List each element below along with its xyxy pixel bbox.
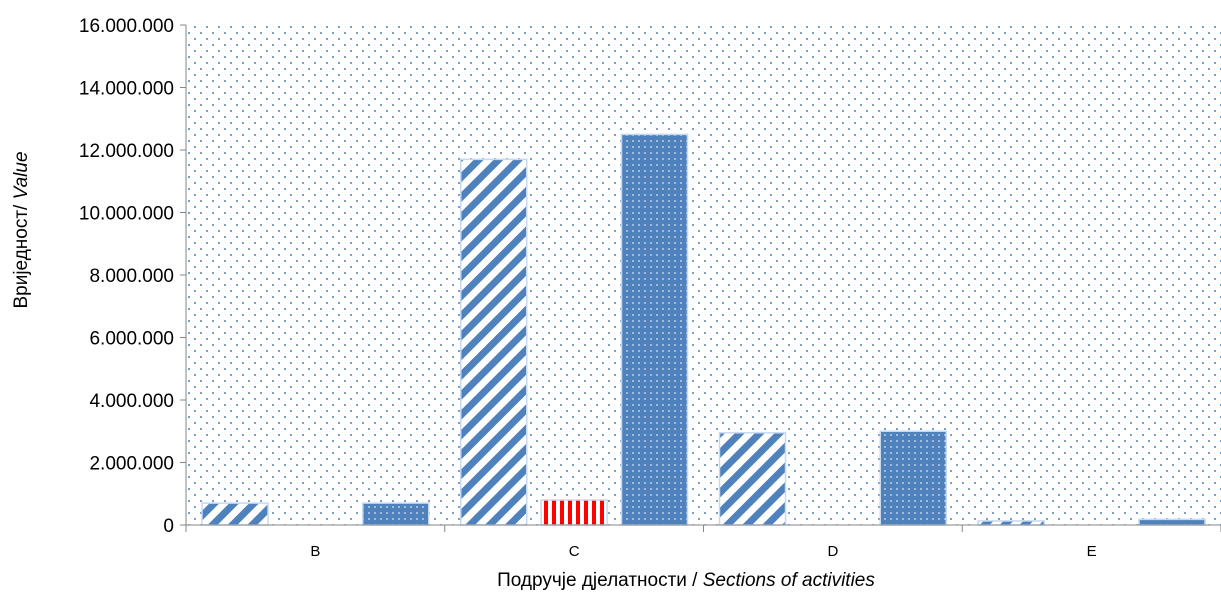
y-tick-label: 8.000.000 — [89, 266, 174, 287]
bar-c-series-1 — [460, 158, 528, 526]
bar-c-series-2 — [540, 499, 608, 526]
bar-d-series-1 — [718, 432, 787, 526]
x-category-label: D — [827, 543, 838, 560]
bar-e-series-1 — [977, 520, 1045, 526]
axes-group — [180, 24, 1221, 532]
x-category-labels: B C D E — [310, 543, 1096, 560]
y-tick-label: 4.000.000 — [89, 391, 174, 412]
y-tick-label: 14.000.000 — [79, 79, 174, 100]
bar-c-series-3 — [620, 133, 689, 526]
y-tick-label: 10.000.000 — [79, 204, 174, 225]
bar-d-series-3 — [879, 430, 947, 526]
bars-group — [201, 133, 1206, 526]
y-tick-label: 12.000.000 — [79, 141, 174, 162]
x-category-label: C — [569, 543, 580, 560]
bar-b-series-3 — [362, 502, 430, 526]
x-category-label: E — [1087, 543, 1097, 560]
bar-e-series-3 — [1138, 518, 1206, 526]
x-axis-title: Подручје дјелатности / Sections of activ… — [497, 570, 875, 591]
y-tick-label: 16.000.000 — [79, 16, 174, 37]
y-tick-labels: 0 2.000.000 4.000.000 6.000.000 8.000.000 10.… — [79, 16, 174, 537]
y-axis-title: Вриједност/ Value — [11, 151, 32, 308]
x-category-label: B — [310, 543, 320, 560]
bar-b-series-1 — [201, 502, 269, 526]
y-tick-label: 2.000.000 — [89, 454, 174, 475]
y-tick-label: 0 — [163, 516, 174, 537]
plot-area — [186, 25, 1221, 525]
y-tick-label: 6.000.000 — [89, 329, 174, 350]
